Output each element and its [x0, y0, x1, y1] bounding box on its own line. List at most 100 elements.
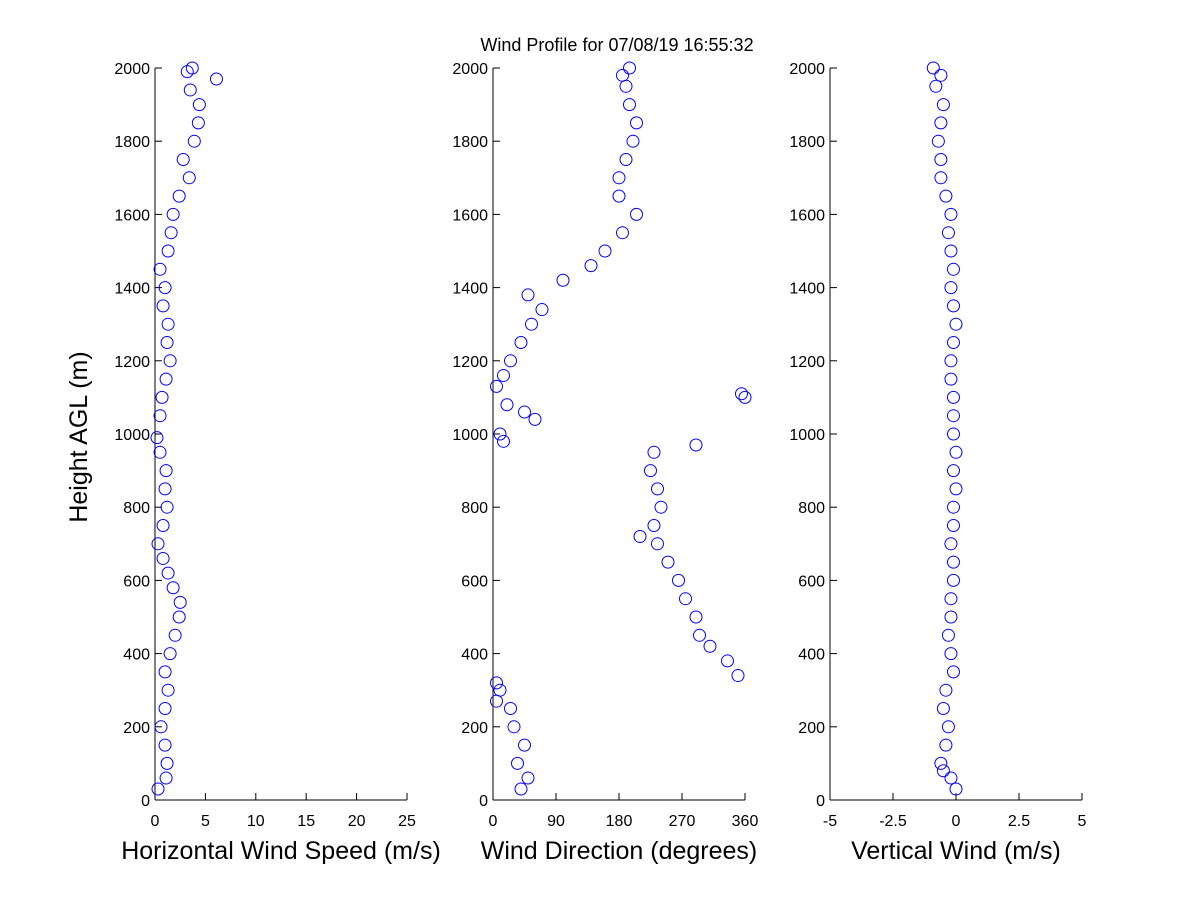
data-point [187, 134, 201, 148]
x-axis-label: Wind Direction (degrees) [481, 837, 758, 865]
y-tick-label: 800 [461, 500, 488, 517]
y-tick-label: 1200 [114, 354, 150, 371]
y-tick-label: 1800 [452, 134, 488, 151]
data-point [156, 519, 170, 532]
data-point [164, 226, 178, 240]
y-tick-label: 1600 [114, 207, 150, 224]
data-point [151, 782, 165, 796]
data-point [158, 702, 172, 715]
y-tick-label: 1400 [452, 281, 488, 298]
data-point [518, 405, 531, 419]
data-point [703, 639, 717, 653]
data-point [693, 628, 706, 642]
data-point [584, 259, 598, 273]
data-point [151, 537, 165, 551]
data-point [535, 303, 549, 317]
data-point [672, 573, 685, 587]
data-point [644, 464, 657, 478]
y-axis-label: Height AGL (m) [65, 351, 93, 522]
data-point [490, 676, 503, 690]
data-point [931, 134, 945, 148]
data-point [158, 738, 172, 752]
data-point [612, 189, 626, 203]
y-tick-label: 1600 [452, 207, 488, 224]
data-point [493, 427, 507, 441]
data-point [946, 555, 960, 569]
data-point [934, 68, 948, 82]
data-point [598, 244, 612, 258]
panel-3: 0 200 400 600 800 1000 1200 1400 1600 1800 2000 -5 -… [789, 61, 1086, 865]
y-tick-label: 1000 [114, 427, 150, 444]
y-tick-label: 200 [461, 720, 488, 737]
data-point [623, 61, 636, 75]
data-point [616, 68, 629, 82]
data-point [949, 445, 963, 459]
data-point [176, 153, 190, 166]
data-point [936, 764, 950, 778]
y-tick-label: 600 [798, 573, 825, 590]
x-tick-label: 180 [606, 813, 633, 830]
y-tick-label: 0 [816, 793, 825, 810]
data-point [525, 317, 538, 331]
data-point [633, 529, 647, 543]
data-point [521, 771, 535, 785]
data-point [721, 654, 734, 668]
data-point [191, 116, 205, 130]
y-tick-label: 0 [479, 793, 488, 810]
x-tick-label: 5 [1078, 813, 1087, 830]
data-point [528, 412, 542, 426]
x-tick-label: 15 [297, 813, 315, 830]
data-point [192, 98, 206, 112]
data-point [731, 669, 745, 683]
data-point [507, 720, 521, 734]
data-point [946, 299, 960, 313]
data-point [612, 171, 626, 185]
data-point [661, 555, 675, 569]
data-point [160, 756, 174, 770]
data-point [941, 720, 955, 734]
data-point [500, 398, 514, 412]
y-tick-label: 1200 [789, 354, 825, 371]
data-point [490, 379, 503, 393]
data-point [166, 207, 180, 221]
y-tick-label: 0 [141, 793, 150, 810]
data-point [944, 592, 958, 606]
y-tick-label: 1000 [452, 427, 488, 444]
data-point [161, 317, 175, 331]
data-point [946, 500, 960, 514]
data-point [946, 519, 960, 532]
data-point [934, 756, 948, 770]
x-tick-label: 0 [151, 813, 160, 830]
data-point [934, 116, 948, 130]
y-tick-label: 2000 [789, 61, 825, 78]
y-tick-label: 1000 [789, 427, 825, 444]
data-point [209, 72, 223, 86]
x-tick-label: 90 [547, 813, 565, 830]
x-axis-label: Horizontal Wind Speed (m/s) [121, 837, 441, 865]
x-tick-label: -5 [823, 813, 837, 830]
data-point [155, 390, 169, 404]
panel-1: 0 200 400 600 800 1000 1200 1400 1600 1800 2000 0 5 1… [114, 61, 440, 865]
x-tick-label: 360 [732, 813, 759, 830]
x-tick-label: 20 [348, 813, 366, 830]
data-point [185, 61, 199, 75]
x-tick-label: 0 [489, 813, 498, 830]
data-point [163, 647, 177, 661]
data-point [511, 756, 524, 770]
data-point [514, 782, 528, 796]
y-tick-label: 2000 [452, 61, 488, 78]
data-point [626, 134, 640, 148]
data-point [493, 683, 507, 697]
data-point [182, 171, 196, 185]
data-point [521, 288, 535, 302]
data-point [651, 537, 664, 551]
data-point [689, 610, 703, 624]
x-tick-label: 0 [952, 813, 961, 830]
data-point [944, 207, 958, 221]
data-point [158, 665, 172, 679]
data-point [172, 189, 186, 203]
data-point [630, 116, 643, 130]
data-point [936, 702, 950, 715]
data-point [946, 464, 960, 478]
